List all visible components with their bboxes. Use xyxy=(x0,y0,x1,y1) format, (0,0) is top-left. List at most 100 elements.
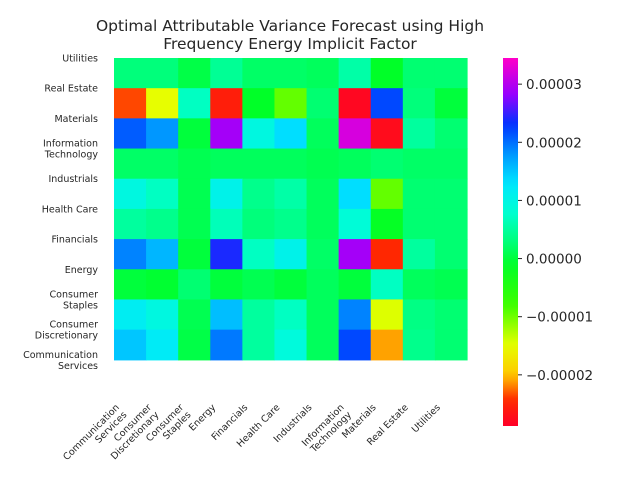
y-tick-label: Consumer Discretionary xyxy=(35,320,99,342)
heatmap-cell xyxy=(402,58,436,89)
heatmap-cell xyxy=(370,329,404,361)
heatmap-cell xyxy=(338,178,372,210)
heatmap-cell xyxy=(114,58,147,89)
heatmap-cell xyxy=(146,58,179,89)
heatmap-cell xyxy=(178,208,211,240)
heatmap-cell xyxy=(114,178,147,210)
heatmap-cell xyxy=(370,148,404,180)
heatmap-cell xyxy=(242,329,276,361)
y-tick-label: Real Estate xyxy=(44,84,98,95)
heatmap-cell xyxy=(210,208,243,240)
colorbar-tick-label: −0.00001 xyxy=(526,310,593,326)
y-tick-labels: Utilities Real Estate Materials Information… xyxy=(23,54,98,372)
heatmap-cell xyxy=(402,118,436,150)
heatmap-cell xyxy=(306,178,340,210)
y-tick-label: Communication Services xyxy=(23,350,98,372)
heatmap-cell xyxy=(146,148,179,180)
heatmap-cell xyxy=(146,239,179,270)
heatmap-cell xyxy=(306,88,340,119)
heatmap-cell xyxy=(242,58,276,89)
heatmap-cell xyxy=(210,148,243,180)
heatmap-cell xyxy=(434,299,468,331)
heatmap-cell xyxy=(338,329,372,361)
heatmap-cell xyxy=(402,148,436,180)
heatmap-cell xyxy=(146,299,179,331)
heatmap-cell xyxy=(402,269,436,301)
colorbar-tick-label: −0.00002 xyxy=(526,368,593,384)
heatmap-cell xyxy=(114,299,147,331)
heatmap-cell xyxy=(370,88,404,119)
chart-title-line-1: Optimal Attributable Variance Forecast u… xyxy=(95,17,485,35)
heatmap-cell xyxy=(402,329,436,361)
heatmap-cell xyxy=(242,239,276,270)
heatmap-cell xyxy=(434,329,468,361)
heatmap-cell xyxy=(306,239,340,270)
y-tick-label: Industrials xyxy=(48,174,98,185)
y-tick-label: Utilities xyxy=(62,54,98,65)
y-tick-label: Materials xyxy=(54,114,98,125)
heatmap-cell xyxy=(434,239,468,270)
heatmap-cell xyxy=(306,299,340,331)
heatmap-cell xyxy=(242,118,276,150)
heatmap-cell xyxy=(338,299,372,331)
colorbar-gradient xyxy=(503,58,518,426)
heatmap-cell xyxy=(370,299,404,331)
heatmap-cell xyxy=(306,208,340,240)
heatmap-cell xyxy=(434,88,468,119)
heatmap-cell xyxy=(434,148,468,180)
heatmap-cell xyxy=(210,178,243,210)
heatmap-cell xyxy=(146,208,179,240)
heatmap-cell xyxy=(178,178,211,210)
heatmap-cell xyxy=(242,148,276,180)
y-tick-label: Consumer Staples xyxy=(50,289,99,311)
heatmap-cell xyxy=(306,148,340,180)
heatmap-cell xyxy=(146,88,179,119)
heatmap-cell xyxy=(434,58,468,89)
heatmap-cell xyxy=(210,239,243,270)
x-tick-labels: CommunicationServicesConsumerDiscretiona… xyxy=(61,402,443,463)
heatmap-cell xyxy=(306,269,340,301)
heatmap-cell xyxy=(210,118,243,150)
heatmap-cells xyxy=(114,58,468,361)
heatmap-cell xyxy=(274,329,308,361)
heatmap-cell xyxy=(306,58,340,89)
heatmap-cell xyxy=(178,118,211,150)
heatmap-cell xyxy=(370,208,404,240)
heatmap-cell xyxy=(338,208,372,240)
heatmap-cell xyxy=(338,148,372,180)
y-tick-label: Energy xyxy=(65,265,99,276)
colorbar-tick-label: 0.00001 xyxy=(526,193,582,209)
heatmap-cell xyxy=(210,299,243,331)
heatmap-cell xyxy=(178,148,211,180)
heatmap-cell xyxy=(370,58,404,89)
heatmap-cell xyxy=(242,178,276,210)
heatmap-cell xyxy=(242,208,276,240)
colorbar: 0.00003 0.00002 0.00001 0.00000 −0.00001 −0.0… xyxy=(503,58,593,426)
heatmap-cell xyxy=(402,88,436,119)
heatmap-cell xyxy=(370,239,404,270)
heatmap-cell xyxy=(146,178,179,210)
heatmap-cell xyxy=(178,88,211,119)
heatmap-cell xyxy=(338,118,372,150)
colorbar-tick-label: 0.00002 xyxy=(526,135,582,151)
heatmap-cell xyxy=(114,208,147,240)
y-tick-label: Information Technology xyxy=(43,139,98,161)
heatmap-cell xyxy=(210,269,243,301)
heatmap-cell xyxy=(434,118,468,150)
heatmap-cell xyxy=(306,118,340,150)
heatmap-cell xyxy=(338,88,372,119)
heatmap-cell xyxy=(402,239,436,270)
heatmap-cell xyxy=(274,299,308,331)
heatmap-cell xyxy=(146,118,179,150)
chart-title-line-2: Frequency Energy Implicit Factor xyxy=(163,35,417,53)
heatmap-cell xyxy=(402,299,436,331)
heatmap-cell xyxy=(274,118,308,150)
heatmap-cell xyxy=(274,208,308,240)
heatmap-cell xyxy=(178,299,211,331)
heatmap-cell xyxy=(274,239,308,270)
heatmap-cell xyxy=(402,178,436,210)
x-tick-label: Utilities xyxy=(410,402,443,435)
heatmap-cell xyxy=(434,178,468,210)
heatmap-cell xyxy=(178,269,211,301)
